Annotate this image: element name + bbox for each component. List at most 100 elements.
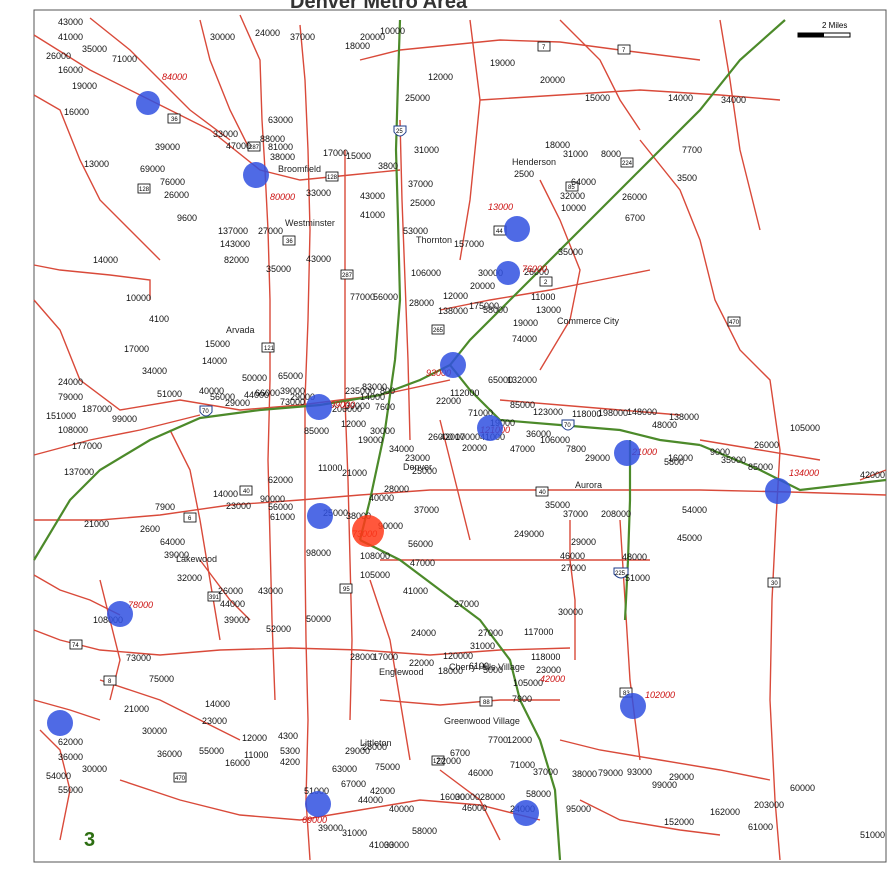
- svg-text:8: 8: [108, 679, 112, 685]
- traffic-count-label: 16000: [64, 107, 89, 117]
- traffic-count-label: 29000: [571, 537, 596, 547]
- place-greenwood-village: Greenwood Village: [444, 716, 520, 726]
- special-count-label: 76000: [522, 264, 547, 274]
- traffic-count-label: 37000: [563, 509, 588, 519]
- count-station[interactable]: [243, 162, 269, 188]
- traffic-count-label: 98000: [306, 548, 331, 558]
- traffic-count-label: 47000: [226, 141, 251, 151]
- traffic-count-label: 20000: [540, 75, 565, 85]
- svg-text:391: 391: [209, 595, 220, 601]
- traffic-count-label: 31000: [342, 828, 367, 838]
- svg-text:6: 6: [188, 516, 192, 522]
- map-title: Denver Metro Area: [290, 0, 468, 13]
- count-station[interactable]: [136, 91, 160, 115]
- traffic-count-label: 30000: [210, 32, 235, 42]
- traffic-count-label: 39000: [318, 823, 343, 833]
- count-station[interactable]: [504, 216, 530, 242]
- traffic-count-label: 36000: [157, 749, 182, 759]
- highway-shield: 8: [103, 675, 117, 686]
- svg-text:88: 88: [483, 700, 490, 706]
- traffic-count-label: 56000: [408, 539, 433, 549]
- traffic-count-label: 95000: [566, 804, 591, 814]
- traffic-count-label: 105000: [790, 423, 820, 433]
- traffic-count-label: 106000: [411, 268, 441, 278]
- count-station[interactable]: [440, 352, 466, 378]
- highway-shield: 287: [340, 269, 354, 280]
- place-arvada: Arvada: [226, 325, 255, 335]
- traffic-count-label: 19000: [358, 435, 383, 445]
- traffic-count-label: 18000: [345, 41, 370, 51]
- traffic-count-label: 39000: [155, 142, 180, 152]
- traffic-count-label: 35000: [558, 247, 583, 257]
- traffic-count-label: 27000: [478, 628, 503, 638]
- place-englewood: Englewood: [379, 667, 424, 677]
- count-station[interactable]: [305, 791, 331, 817]
- traffic-count-label: 74000: [512, 334, 537, 344]
- traffic-count-label: 23000: [405, 453, 430, 463]
- count-station[interactable]: [765, 478, 791, 504]
- traffic-count-label: 10000: [126, 293, 151, 303]
- traffic-count-label: 7700: [488, 735, 508, 745]
- traffic-count-label: 44000: [220, 599, 245, 609]
- count-station[interactable]: [307, 503, 333, 529]
- traffic-count-label: 43000: [58, 17, 83, 27]
- count-station-major[interactable]: [352, 515, 384, 547]
- traffic-count-label: 90000: [378, 521, 403, 531]
- traffic-count-label: 33000: [213, 129, 238, 139]
- traffic-count-label: 23000: [202, 716, 227, 726]
- traffic-count-label: 12000: [242, 733, 267, 743]
- count-station[interactable]: [306, 394, 332, 420]
- traffic-count-label: 56000: [268, 502, 293, 512]
- traffic-count-label: 71000: [468, 408, 493, 418]
- traffic-count-label: 42000: [440, 432, 465, 442]
- traffic-count-label: 35000: [721, 455, 746, 465]
- special-count-label: 99000: [330, 400, 355, 410]
- count-station[interactable]: [496, 261, 520, 285]
- traffic-count-label: 105000: [360, 570, 390, 580]
- traffic-count-label: 56000: [210, 392, 235, 402]
- traffic-count-label: 21000: [124, 704, 149, 714]
- traffic-count-label: 177000: [72, 441, 102, 451]
- traffic-count-label: 30000: [558, 607, 583, 617]
- place-commerce-city: Commerce City: [557, 316, 620, 326]
- traffic-count-label: 35000: [266, 264, 291, 274]
- traffic-count-label: 2600: [140, 524, 160, 534]
- traffic-count-label: 61000: [748, 822, 773, 832]
- count-station[interactable]: [477, 415, 503, 441]
- interstate-shield: 70: [199, 405, 213, 417]
- traffic-count-label: 132000: [507, 375, 537, 385]
- traffic-count-label: 41000: [403, 586, 428, 596]
- traffic-count-label: 21000: [84, 519, 109, 529]
- traffic-count-label: 52000: [266, 624, 291, 634]
- traffic-count-label: 2500: [514, 169, 534, 179]
- traffic-count-label: 56000: [373, 292, 398, 302]
- traffic-count-label: 3800: [378, 161, 398, 171]
- traffic-count-label: 54000: [46, 771, 71, 781]
- traffic-count-label: 48000: [622, 552, 647, 562]
- traffic-count-label: 11000: [318, 463, 342, 473]
- traffic-count-label: 39000: [280, 386, 305, 396]
- traffic-count-label: 16000: [668, 453, 693, 463]
- traffic-count-label: 108000: [93, 615, 123, 625]
- svg-text:287: 287: [342, 273, 353, 279]
- traffic-count-label: 81000: [268, 142, 293, 152]
- traffic-count-label: 34000: [389, 444, 414, 454]
- traffic-count-label: 65000: [278, 371, 303, 381]
- traffic-count-label: 152000: [664, 817, 694, 827]
- traffic-count-label: 90000: [260, 494, 285, 504]
- count-station[interactable]: [107, 601, 133, 627]
- count-station[interactable]: [614, 440, 640, 466]
- traffic-count-label: 85000: [748, 462, 773, 472]
- count-station[interactable]: [47, 710, 73, 736]
- traffic-count-label: 28000: [362, 742, 387, 752]
- traffic-count-label: 60000: [790, 783, 815, 793]
- count-station[interactable]: [620, 693, 646, 719]
- traffic-count-label: 30000: [478, 268, 503, 278]
- traffic-count-label: 46000: [468, 768, 493, 778]
- traffic-count-label: 71000: [112, 54, 137, 64]
- svg-text:70: 70: [564, 423, 571, 429]
- traffic-count-label: 65000: [488, 375, 513, 385]
- svg-text:224: 224: [622, 161, 633, 167]
- traffic-count-label: 48000: [652, 420, 677, 430]
- count-station[interactable]: [513, 800, 539, 826]
